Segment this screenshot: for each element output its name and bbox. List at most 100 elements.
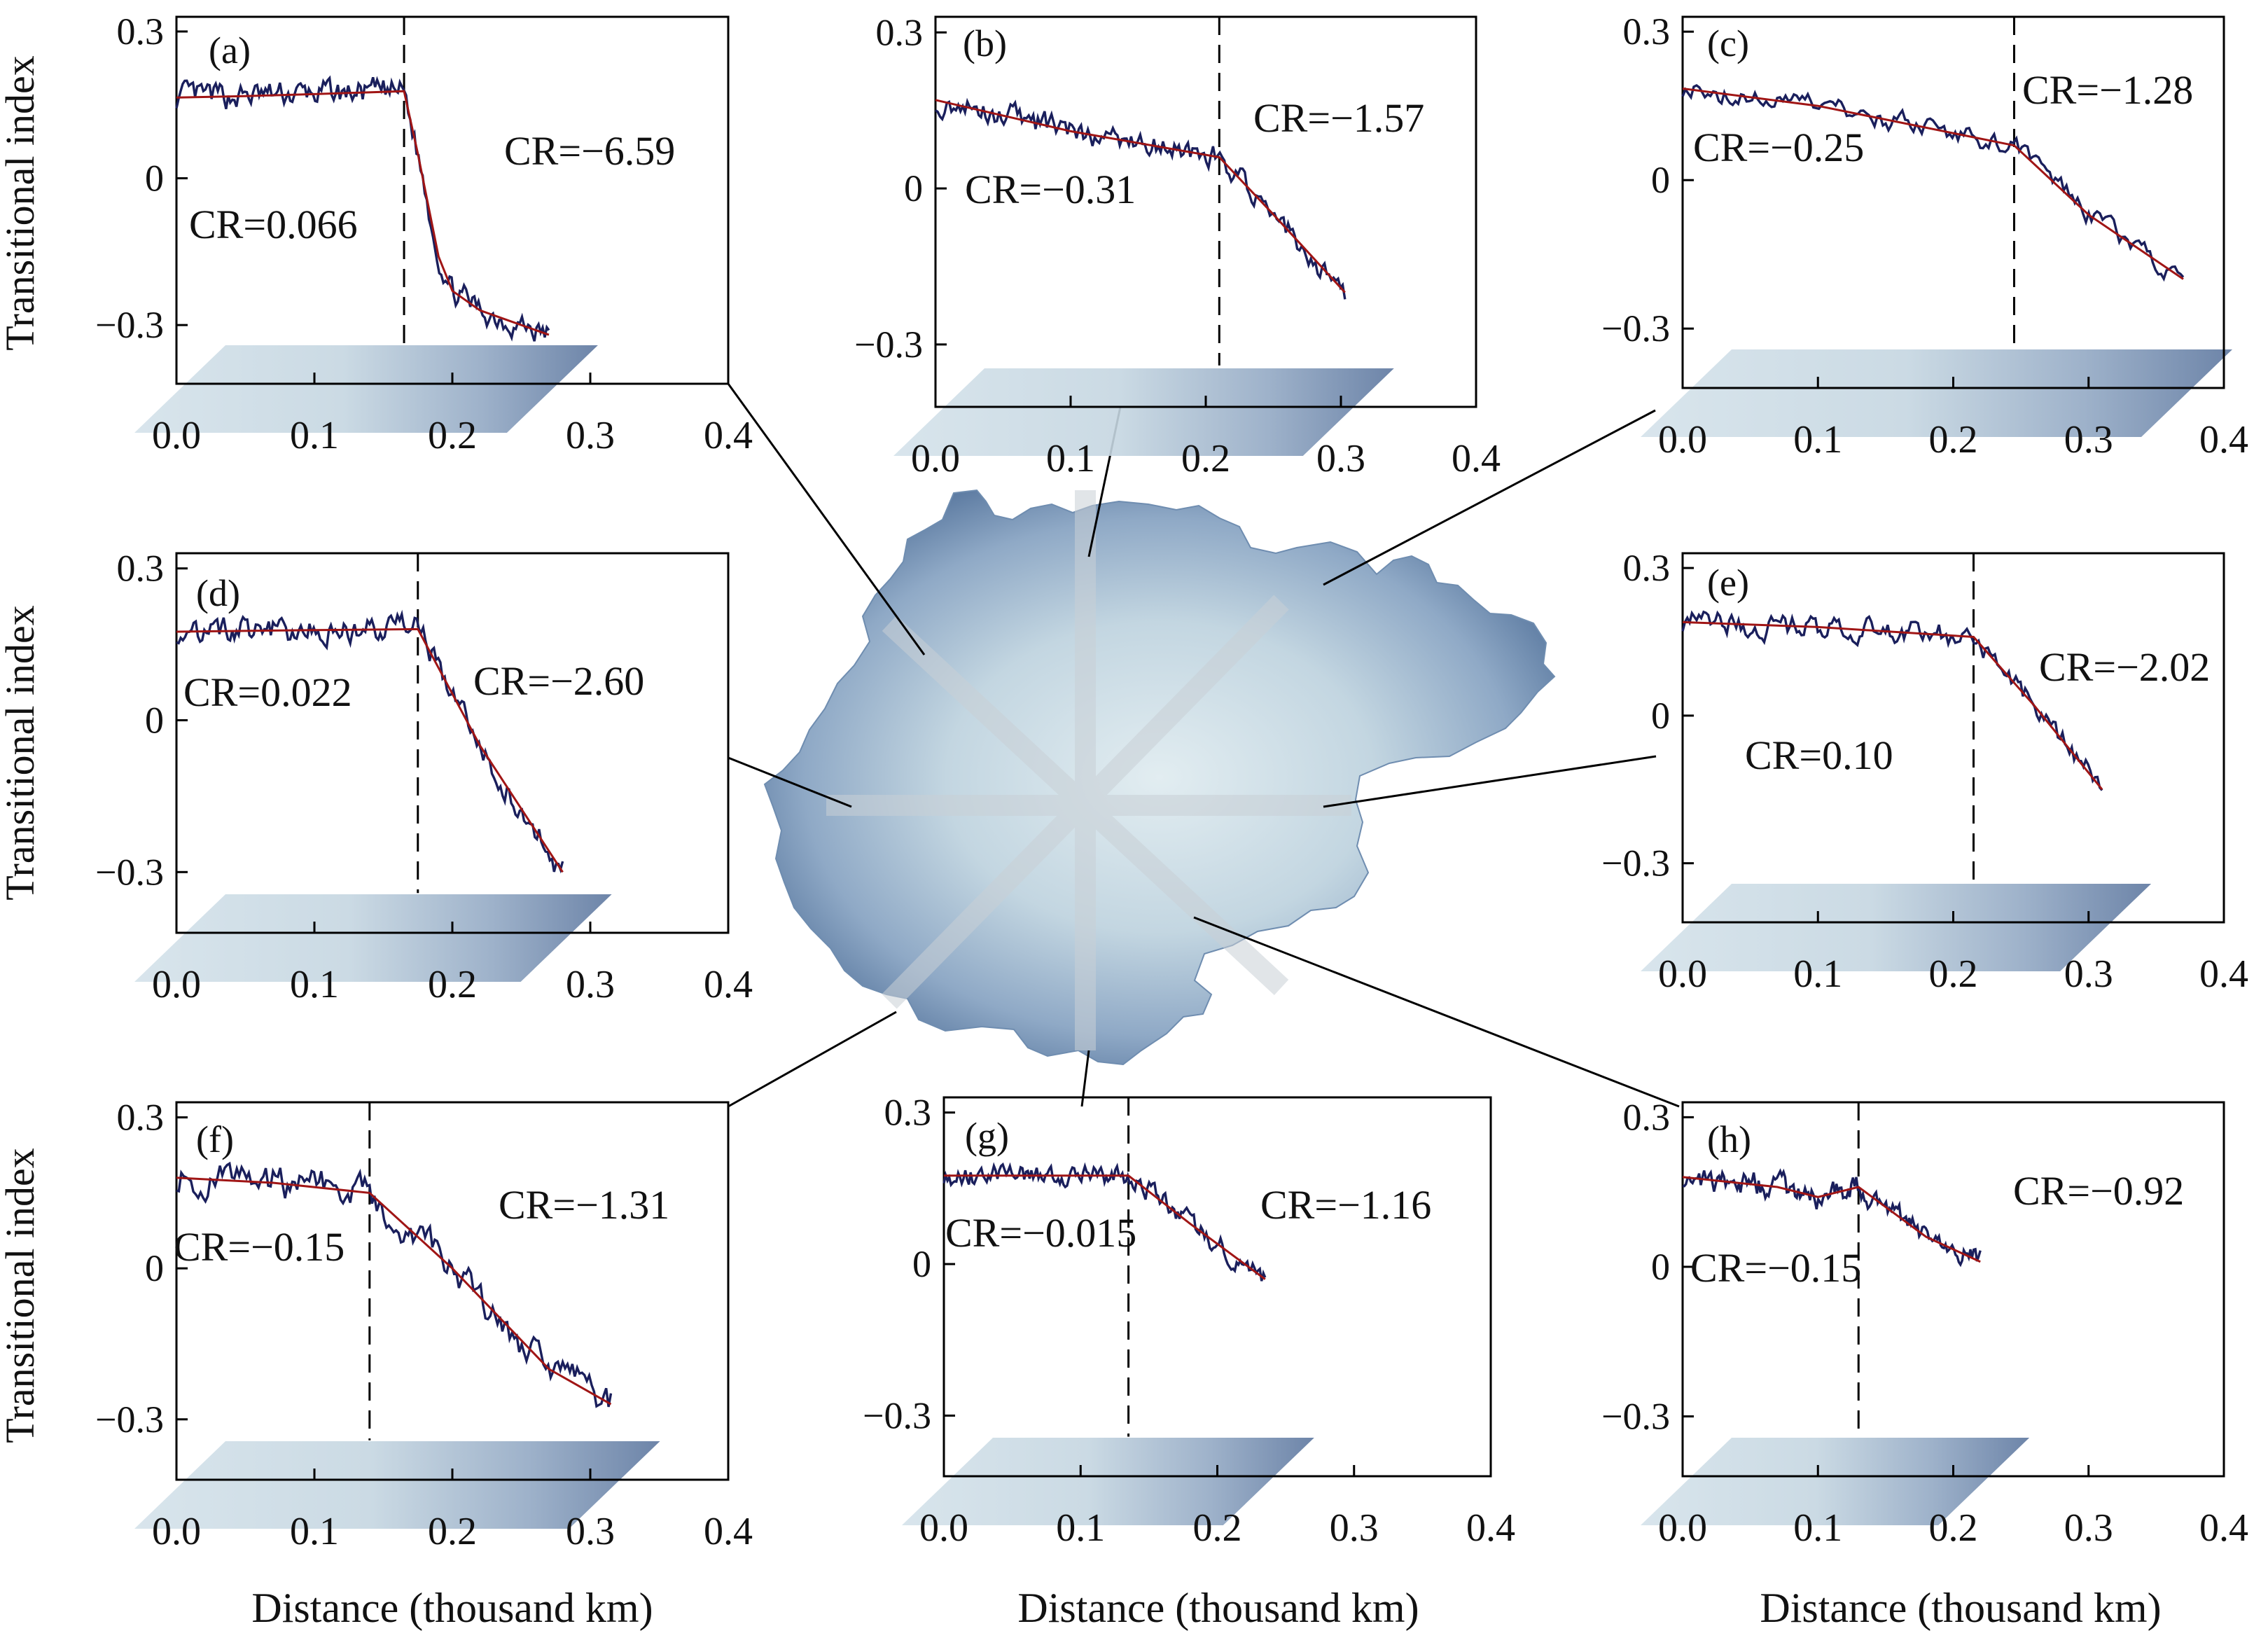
- panel-a: 0.3 0 −0.3 0.0 0.1 0.2 0.3 0.4 (a) CR=0.066 CR=−6.…: [95, 11, 753, 457]
- y-tick-label: −0.3: [95, 1398, 164, 1441]
- x-tick-label: 0.2: [428, 414, 477, 457]
- panel-label: (f): [196, 1118, 234, 1160]
- y-tick-label: 0: [912, 1243, 931, 1285]
- panel-label: (g): [965, 1115, 1009, 1157]
- map-outline: [763, 489, 1556, 1066]
- fitted-line: [176, 627, 564, 873]
- x-tick-label: 0.0: [152, 963, 201, 1006]
- y-tick-label: 0.3: [1623, 1096, 1671, 1138]
- x-axis-label-left: Distance (thousand km): [251, 1585, 653, 1631]
- terrain-strip: [1641, 1438, 2030, 1525]
- x-tick-label: 0.1: [290, 414, 339, 457]
- y-tick-label: −0.3: [1601, 307, 1670, 349]
- y-tick-label: 0.3: [117, 11, 165, 53]
- x-tick-label: 0.4: [1452, 437, 1501, 480]
- terrain-strip: [134, 345, 598, 433]
- x-tick-label: 0.2: [1181, 437, 1230, 480]
- connector-d: [728, 756, 852, 808]
- x-tick-label: 0.2: [428, 963, 477, 1006]
- x-axis-label-center: Distance (thousand km): [1017, 1585, 1419, 1631]
- fitted-line: [1682, 1176, 1981, 1263]
- connector-c: [1323, 409, 1656, 586]
- x-tick-label: 0.3: [2064, 1506, 2113, 1550]
- x-tick-label: 0.1: [290, 1510, 339, 1553]
- x-tick-label: 0.2: [1929, 1506, 1978, 1550]
- panel-label: (d): [196, 572, 240, 614]
- x-tick-label: 0.1: [1046, 437, 1095, 480]
- x-tick-label: 0.3: [566, 963, 615, 1006]
- fitted-line: [1682, 88, 2184, 280]
- y-tick-label: 0: [904, 167, 923, 209]
- terrain-strip: [902, 1438, 1314, 1525]
- panel-label: (b): [963, 22, 1007, 64]
- y-tick-label: 0.3: [884, 1092, 932, 1134]
- panel-label: (a): [209, 29, 251, 71]
- cr-left-label: CR=0.10: [1745, 733, 1893, 778]
- cr-right-label: CR=−2.02: [2039, 644, 2210, 690]
- cr-left-label: CR=−0.15: [174, 1224, 345, 1270]
- x-tick-label: 0.0: [1658, 952, 1707, 996]
- connector-h: [1193, 916, 1680, 1108]
- x-tick-label: 0.2: [1929, 952, 1978, 996]
- x-tick-label: 0.4: [1466, 1506, 1515, 1550]
- y-axis-label-middle: Transitional index: [0, 605, 43, 901]
- y-axis-label-top: Transitional index: [0, 55, 43, 351]
- x-tick-label: 0.1: [1056, 1506, 1105, 1550]
- x-tick-label: 0.2: [1193, 1506, 1242, 1550]
- y-tick-label: 0.3: [117, 1097, 165, 1139]
- x-tick-label: 0.3: [566, 1510, 615, 1553]
- region-map: [763, 489, 1556, 1066]
- cr-right-label: CR=−1.28: [2022, 67, 2193, 113]
- terrain-strip: [1641, 884, 2152, 971]
- panel-e: 0.3 0 −0.3 0.0 0.1 0.2 0.3 0.4 (e) CR=0.10 CR=−2.0…: [1601, 547, 2248, 996]
- x-tick-label: 0.0: [1658, 1506, 1707, 1550]
- panel-label: (h): [1707, 1118, 1751, 1160]
- x-tick-label: 0.4: [704, 414, 753, 457]
- x-tick-label: 0.4: [2199, 418, 2248, 461]
- y-tick-label: 0: [1651, 1246, 1670, 1288]
- observed-line: [176, 609, 564, 874]
- x-tick-label: 0.0: [919, 1506, 968, 1550]
- terrain-strip: [1641, 349, 2233, 437]
- observed-line: [942, 1162, 1267, 1282]
- y-axis-label-bottom: Transitional index: [0, 1148, 43, 1443]
- terrain-strip: [134, 894, 612, 982]
- panel-label: (c): [1707, 22, 1749, 64]
- y-tick-label: 0: [1651, 695, 1670, 737]
- x-tick-label: 0.1: [1793, 952, 1842, 996]
- y-tick-label: −0.3: [1601, 842, 1670, 884]
- x-tick-label: 0.1: [1793, 1506, 1842, 1550]
- cr-left-label: CR=0.066: [189, 202, 358, 247]
- x-tick-label: 0.1: [1793, 418, 1842, 461]
- x-tick-label: 0.4: [2199, 952, 2248, 996]
- plot-frame: [175, 1101, 730, 1481]
- y-tick-label: −0.3: [1601, 1396, 1670, 1438]
- connector-a: [727, 383, 926, 655]
- x-tick-label: 0.3: [1330, 1506, 1379, 1550]
- panel-h: 0.3 0 −0.3 0.0 0.1 0.2 0.3 0.4 (h) CR=−0.15 CR=−0.…: [1601, 1096, 2248, 1550]
- cr-right-label: CR=−6.59: [504, 128, 675, 174]
- x-tick-label: 0.3: [2064, 418, 2113, 461]
- y-tick-label: 0: [1651, 159, 1670, 201]
- cr-right-label: CR=−1.16: [1260, 1182, 1431, 1228]
- x-tick-label: 0.1: [290, 963, 339, 1006]
- observed-line: [176, 1161, 613, 1408]
- cr-right-label: CR=−1.57: [1253, 95, 1424, 141]
- panel-g: 0.3 0 −0.3 0.0 0.1 0.2 0.3 0.4 (g) CR=−0.015 CR=−1…: [863, 1092, 1515, 1550]
- terrain-strip: [134, 1441, 660, 1529]
- observed-line: [175, 75, 550, 342]
- terrain-strip: [893, 368, 1394, 456]
- plot-frame: [175, 552, 730, 934]
- y-tick-label: 0: [145, 699, 164, 741]
- x-tick-label: 0.0: [911, 437, 960, 480]
- cr-left-label: CR=−0.25: [1693, 125, 1864, 170]
- cr-left-label: CR=−0.31: [965, 167, 1136, 212]
- x-tick-label: 0.4: [704, 963, 753, 1006]
- panel-c: 0.3 0 −0.3 0.0 0.1 0.2 0.3 0.4 (c) CR=−0.25 CR=−1.…: [1601, 11, 2248, 461]
- y-tick-label: −0.3: [863, 1394, 931, 1436]
- cr-left-label: CR=0.022: [183, 669, 352, 715]
- y-tick-label: 0.3: [1623, 547, 1671, 589]
- x-axis-label-right: Distance (thousand km): [1760, 1585, 2161, 1631]
- connector-f: [728, 1011, 897, 1108]
